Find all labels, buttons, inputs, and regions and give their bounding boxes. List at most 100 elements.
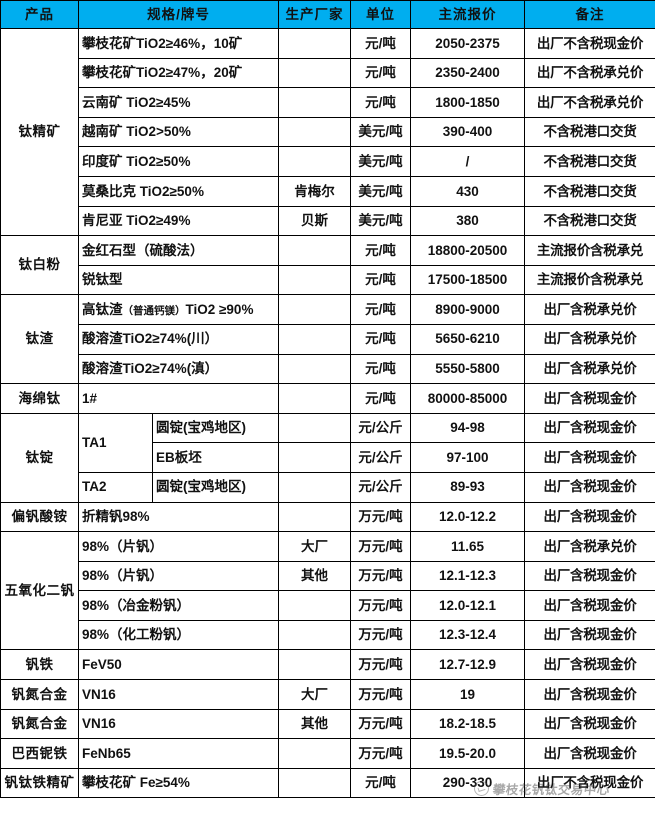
table-row: 莫桑比克 TiO2≥50% 肯梅尔 美元/吨 430 不含税港口交货 <box>1 175 655 207</box>
price-cell: 18800-20500 <box>410 235 526 266</box>
manufacturer-cell <box>278 87 352 118</box>
product-cell: 巴西铌铁 <box>0 738 79 769</box>
manufacturer-cell <box>278 264 352 296</box>
spec-cell: 圆锭(宝鸡地区) <box>151 412 280 444</box>
manufacturer-cell <box>278 235 352 266</box>
column-header-remark: 备注 <box>524 0 655 29</box>
price-cell: 1800-1850 <box>410 87 526 118</box>
remark-cell: 出厂含税现金价 <box>524 560 655 592</box>
unit-cell: 元/吨 <box>350 294 412 325</box>
unit-cell: 元/公斤 <box>350 442 412 473</box>
manufacturer-cell <box>278 501 352 533</box>
unit-cell: 元/吨 <box>350 767 412 799</box>
product-cell: 钛白粉 <box>0 235 79 296</box>
remark-cell: 不含税港口交货 <box>524 146 655 177</box>
table-row: 98%（化工粉钒） 万元/吨 12.3-12.4 出厂含税现金价 <box>1 619 655 651</box>
product-cell: 钛精矿 <box>0 27 79 237</box>
price-cell: 2350-2400 <box>410 57 526 89</box>
table-row: 肯尼亚 TiO2≥49% 贝斯 美元/吨 380 不含税港口交货 <box>1 205 655 237</box>
column-header-manufacturer: 生产厂家 <box>278 0 352 29</box>
remark-cell: 出厂含税现金价 <box>524 442 655 473</box>
table-row: 攀枝花矿TiO2≥47%，20矿 元/吨 2350-2400 出厂不含税承兑价 <box>1 57 655 89</box>
price-cell: 12.1-12.3 <box>410 560 526 592</box>
spec-cell: 攀枝花矿TiO2≥47%，20矿 <box>77 57 280 89</box>
table-row: 钒氮合金 VN16 其他 万元/吨 18.2-18.5 出厂含税现金价 <box>0 708 655 740</box>
column-header-product: 产品 <box>0 0 79 29</box>
column-header-price: 主流报价 <box>410 0 526 29</box>
spec-cell: 金红石型（硫酸法） <box>77 235 280 266</box>
table-row: 钒钛铁精矿 攀枝花矿 Fe≥54% 元/吨 290-330 出厂不含税现金价 <box>0 767 655 799</box>
manufacturer-cell: 其他 <box>278 708 352 740</box>
unit-cell: 万元/吨 <box>350 501 412 533</box>
grade-cell: TA1 <box>78 412 153 473</box>
unit-cell: 元/吨 <box>350 57 412 89</box>
manufacturer-cell: 其他 <box>278 560 352 592</box>
spec-cell: 98%（片钒） <box>77 531 280 562</box>
spec-cell: 圆锭(宝鸡地区) <box>151 471 280 503</box>
unit-cell: 元/公斤 <box>350 412 412 444</box>
unit-cell: 元/吨 <box>350 235 412 266</box>
unit-cell: 万元/吨 <box>350 738 412 769</box>
table-row: 钛白粉 金红石型（硫酸法） 元/吨 18800-20500 主流报价含税承兑 <box>0 235 655 296</box>
spec-cell: 云南矿 TiO2≥45% <box>77 87 280 118</box>
header-row: 产品 规格/牌号 生产厂家 单位 主流报价 备注 <box>0 0 655 29</box>
manufacturer-cell <box>278 442 352 473</box>
price-cell: 12.7-12.9 <box>410 649 526 681</box>
product-cell: 海绵钛 <box>0 383 79 414</box>
spec-cell: 高钛渣（普通钙镁）TiO2 ≥90% <box>77 294 280 325</box>
table-row: 印度矿 TiO2≥50% 美元/吨 / 不含税港口交货 <box>1 146 655 177</box>
spec-cell: FeNb65 <box>77 738 280 769</box>
price-cell: 5550-5800 <box>410 353 526 385</box>
spec-cell: FeV50 <box>77 649 280 681</box>
manufacturer-cell: 肯梅尔 <box>278 175 352 207</box>
manufacturer-cell <box>278 649 352 681</box>
unit-cell: 元/吨 <box>350 353 412 385</box>
price-cell: 17500-18500 <box>410 264 526 296</box>
manufacturer-cell <box>278 383 352 414</box>
spec-cell: VN16 <box>77 708 280 740</box>
remark-cell: 出厂含税承兑价 <box>524 323 655 355</box>
price-cell: 19.5-20.0 <box>410 738 526 769</box>
unit-cell: 元/公斤 <box>350 471 412 503</box>
price-cell: 12.3-12.4 <box>410 619 526 651</box>
unit-cell: 元/吨 <box>350 323 412 355</box>
table-row: 98%（片钒） 其他 万元/吨 12.1-12.3 出厂含税现金价 <box>1 560 655 592</box>
manufacturer-cell <box>278 28 352 59</box>
spec-cell: 锐钛型 <box>77 264 280 296</box>
spec-cell: 攀枝花矿TiO2≥46%，10矿 <box>77 28 280 59</box>
price-cell: 11.65 <box>410 531 526 562</box>
manufacturer-cell: 大厂 <box>278 531 352 562</box>
remark-cell: 出厂含税现金价 <box>524 649 655 681</box>
spec-cell: 莫桑比克 TiO2≥50% <box>77 175 280 207</box>
unit-cell: 元/吨 <box>350 383 412 414</box>
price-cell: 19 <box>410 679 526 710</box>
table-row: 五氧化二钒 98%（片钒） 大厂 万元/吨 11.65 出厂含税承兑价 <box>0 531 655 651</box>
remark-cell: 出厂含税现金价 <box>524 738 655 769</box>
table-row: 海绵钛 1# 元/吨 80000-85000 出厂含税现金价 <box>0 383 655 414</box>
price-cell: 80000-85000 <box>410 383 526 414</box>
spec-cell: EB板坯 <box>151 442 280 473</box>
manufacturer-cell <box>278 353 352 385</box>
column-header-unit: 单位 <box>350 0 412 29</box>
table-row: 钛锭 TA1 圆锭(宝鸡地区) 元/公斤 94-98 出厂含税现金价 <box>0 412 655 503</box>
table-body: 钛精矿 攀枝花矿TiO2≥46%，10矿 元/吨 2050-2375 出厂不含税现金价攀… <box>0 27 655 799</box>
unit-cell: 万元/吨 <box>350 590 412 621</box>
remark-cell: 出厂不含税承兑价 <box>524 57 655 89</box>
price-cell: 5650-6210 <box>410 323 526 355</box>
table-row: 钒铁 FeV50 万元/吨 12.7-12.9 出厂含税现金价 <box>0 649 655 681</box>
price-cell: 390-400 <box>410 116 526 148</box>
unit-cell: 万元/吨 <box>350 708 412 740</box>
remark-cell: 出厂含税现金价 <box>524 383 655 414</box>
unit-cell: 万元/吨 <box>350 679 412 710</box>
price-cell: 430 <box>410 175 526 207</box>
remark-cell: 主流报价含税承兑 <box>524 235 655 266</box>
unit-cell: 元/吨 <box>350 87 412 118</box>
manufacturer-cell <box>278 294 352 325</box>
spec-cell: VN16 <box>77 679 280 710</box>
spec-cell: 98%（片钒） <box>77 560 280 592</box>
price-cell: / <box>410 146 526 177</box>
unit-cell: 万元/吨 <box>350 560 412 592</box>
product-cell: 五氧化二钒 <box>0 531 79 651</box>
table-row: 98%（冶金粉钒） 万元/吨 12.0-12.1 出厂含税现金价 <box>1 590 655 621</box>
remark-cell: 主流报价含税承兑 <box>524 264 655 296</box>
